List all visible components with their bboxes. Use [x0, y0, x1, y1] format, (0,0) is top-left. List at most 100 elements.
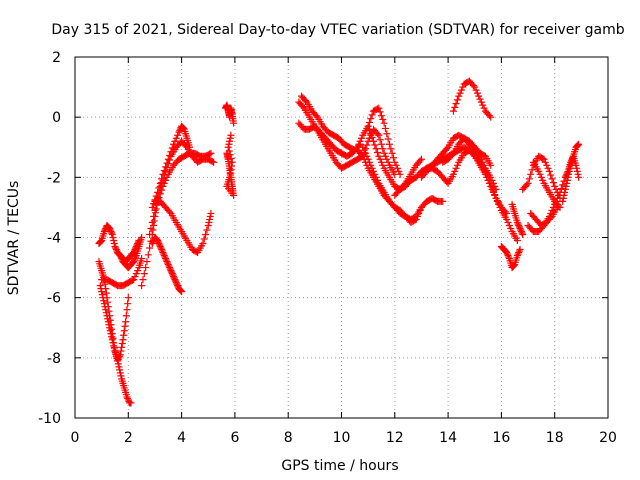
data-point — [387, 145, 395, 153]
data-point — [225, 140, 233, 148]
data-point — [115, 354, 123, 362]
data-point — [144, 251, 152, 259]
data-point — [156, 179, 164, 187]
data-point — [391, 170, 399, 178]
data-point — [380, 119, 388, 127]
data-point — [504, 252, 512, 260]
data-point — [116, 252, 124, 260]
data-point — [385, 140, 393, 148]
data-point — [110, 237, 118, 245]
series-arc9 — [151, 197, 215, 257]
data-point — [119, 336, 127, 344]
data-point — [457, 86, 465, 94]
data-point — [392, 161, 400, 169]
data-point — [158, 175, 166, 183]
series-arc17 — [359, 143, 447, 226]
x-tick-label: 2 — [124, 430, 133, 446]
x-axis-label: GPS time / hours — [281, 458, 398, 474]
data-point — [537, 173, 545, 181]
data-point — [541, 158, 549, 166]
data-point — [415, 209, 423, 217]
data-point — [163, 159, 171, 167]
data-point — [376, 108, 384, 116]
data-point — [473, 89, 481, 97]
data-point — [573, 164, 581, 172]
data-point — [507, 224, 515, 232]
axis-ticks: 0 2 4 6 8 10 12 14 16 18 20 -10 -8 -6 -4 -2 0 2 — [38, 50, 617, 446]
data-point — [116, 366, 124, 374]
data-point — [179, 124, 187, 132]
data-point — [535, 167, 543, 175]
data-point — [452, 164, 460, 172]
series-arc16 — [353, 146, 425, 223]
y-axis-label: SDTVAR / TECUs — [6, 181, 22, 296]
data-point — [202, 230, 210, 238]
data-point — [549, 179, 557, 187]
data-point — [505, 221, 513, 229]
series-arc4 — [98, 255, 146, 290]
data-point — [124, 294, 132, 302]
data-point — [227, 166, 235, 174]
data-point — [515, 221, 523, 229]
data-point — [377, 140, 385, 148]
data-point — [367, 161, 375, 169]
data-point — [127, 399, 135, 407]
data-point — [491, 182, 499, 190]
data-point — [379, 115, 387, 123]
data-point — [528, 166, 536, 174]
data-point — [112, 244, 120, 252]
data-point — [485, 112, 493, 120]
data-point — [496, 203, 504, 211]
data-point — [555, 202, 563, 210]
data-point — [367, 130, 375, 138]
data-point — [131, 273, 139, 281]
data-point — [100, 227, 108, 235]
data-point — [132, 253, 140, 261]
data-point — [375, 152, 383, 160]
data-point — [176, 286, 184, 294]
data-point — [363, 152, 371, 160]
data-point — [573, 167, 581, 175]
data-point — [383, 155, 391, 163]
data-point — [563, 169, 571, 177]
data-point — [368, 133, 376, 141]
data-point — [102, 285, 110, 293]
data-point — [156, 241, 164, 249]
data-point — [206, 212, 214, 220]
data-point — [493, 197, 501, 205]
data-point — [365, 126, 373, 134]
data-point — [105, 307, 113, 315]
series-arc2 — [95, 258, 132, 365]
data-point — [492, 194, 500, 202]
data-point — [517, 226, 525, 234]
data-point — [368, 111, 376, 119]
y-tick-label: -8 — [47, 351, 61, 367]
data-point — [107, 321, 115, 329]
data-point — [364, 122, 372, 130]
data-point — [561, 188, 569, 196]
data-point — [161, 253, 169, 261]
data-point — [547, 171, 555, 179]
data-points — [95, 77, 583, 407]
data-point — [575, 140, 583, 148]
data-point — [509, 262, 517, 270]
data-point — [372, 173, 380, 181]
series-arc22 — [449, 77, 495, 121]
data-point — [134, 267, 142, 275]
data-point — [120, 327, 128, 335]
data-point — [230, 119, 238, 127]
data-point — [563, 179, 571, 187]
data-point — [375, 104, 383, 112]
data-point — [372, 145, 380, 153]
data-point — [111, 243, 119, 251]
data-point — [477, 98, 485, 106]
data-point — [150, 212, 158, 220]
data-point — [536, 170, 544, 178]
data-point — [373, 176, 381, 184]
data-point — [104, 298, 112, 306]
data-point — [172, 134, 180, 142]
data-point — [539, 155, 547, 163]
data-point — [128, 276, 136, 284]
